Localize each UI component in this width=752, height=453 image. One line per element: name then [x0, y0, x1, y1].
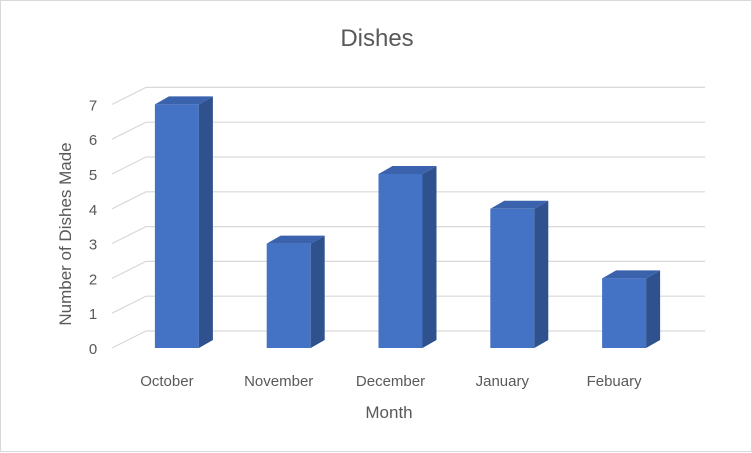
x-tick-label: January — [476, 373, 530, 390]
gridline — [111, 156, 705, 175]
bar — [266, 235, 325, 348]
bar-side — [310, 235, 325, 348]
x-tick-label: Febuary — [587, 373, 643, 390]
y-tick-label: 1 — [89, 306, 97, 323]
y-tick-label: 6 — [89, 132, 97, 149]
bar-side — [646, 270, 661, 348]
bar-side — [534, 200, 549, 348]
bar-top — [266, 235, 325, 244]
x-tick-label: October — [140, 373, 193, 390]
bar-front — [378, 174, 423, 348]
y-axis-title: Number of Dishes Made — [56, 142, 75, 325]
bar — [602, 270, 661, 348]
y-tick-label: 2 — [89, 271, 97, 288]
x-axis-title: Month — [365, 403, 412, 422]
bar-top — [490, 200, 549, 209]
bar — [154, 96, 213, 349]
bar-top — [154, 96, 213, 105]
chart-title: Dishes — [340, 25, 413, 52]
gridline — [111, 121, 705, 140]
bar-side — [422, 166, 437, 348]
gridline — [111, 191, 705, 210]
bar-top — [378, 166, 437, 174]
bar-front — [266, 243, 311, 348]
bar-top — [602, 270, 661, 279]
y-tick-label: 3 — [89, 237, 97, 254]
bar — [378, 166, 437, 348]
bar-front — [154, 104, 199, 349]
y-tick-label: 5 — [89, 167, 97, 184]
x-axis-ticks: October November December January Febuary — [140, 373, 642, 390]
gridline — [111, 86, 705, 105]
bars — [154, 96, 661, 349]
bar — [490, 200, 549, 348]
bar-side — [198, 96, 213, 349]
x-tick-label: December — [356, 373, 425, 390]
bar-front — [602, 278, 647, 348]
gridlines — [111, 86, 705, 349]
x-tick-label: November — [244, 373, 313, 390]
y-tick-label: 4 — [89, 202, 97, 219]
y-tick-label: 0 — [89, 341, 97, 358]
y-tick-label: 7 — [89, 97, 97, 114]
bar-front — [490, 208, 535, 348]
y-axis-ticks: 0 1 2 3 4 5 6 7 — [89, 97, 97, 358]
